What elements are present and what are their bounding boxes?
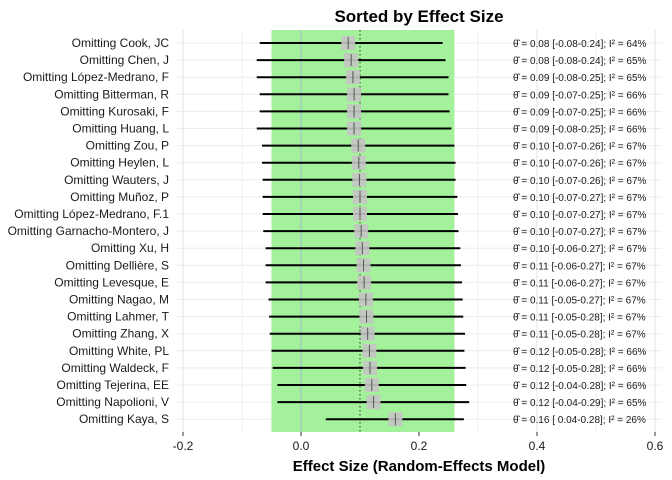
row-annotation: θ̂ = 0.12 [-0.04-0.29]; I² = 65% xyxy=(513,397,647,409)
row-label: Omitting Levesque, E xyxy=(54,275,169,289)
row-annotation: θ̂ = 0.08 [-0.08-0.24]; I² = 65% xyxy=(513,55,647,67)
study-row: Omitting Tejerina, EE θ̂ = 0.12 [-0.04-0.… xyxy=(57,378,647,392)
row-annotation: θ̂ = 0.12 [-0.05-0.28]; I² = 66% xyxy=(513,346,647,358)
study-row: Omitting Kaya, S θ̂ = 0.16 [ 0.04-0.28]; … xyxy=(79,412,646,427)
row-label: Omitting Garnacho-Montero, J xyxy=(8,224,169,238)
row-label: Omitting Nagao, M xyxy=(69,293,169,307)
row-label: Omitting Zhang, X xyxy=(72,327,169,341)
x-tick-label: 0.2 xyxy=(411,439,428,453)
x-tick-label: 0.6 xyxy=(647,439,664,453)
row-label: Omitting Tejerina, EE xyxy=(57,378,170,392)
study-row: Omitting Wauters, J θ̂ = 0.10 [-0.07-0.26… xyxy=(64,172,647,187)
row-annotation: θ̂ = 0.08 [-0.08-0.24]; I² = 64% xyxy=(513,38,647,50)
row-annotation: θ̂ = 0.16 [ 0.04-0.28]; I² = 26% xyxy=(513,414,646,426)
study-row: Omitting Levesque, E θ̂ = 0.11 [-0.06-0.2… xyxy=(54,275,646,290)
row-annotation: θ̂ = 0.11 [-0.05-0.27]; I² = 67% xyxy=(513,295,646,307)
study-row: Omitting Kurosaki, F θ̂ = 0.09 [-0.07-0.2… xyxy=(60,104,647,119)
row-label: Omitting Napolioni, V xyxy=(56,395,169,409)
study-row: Omitting López-Medrano, F.1 θ̂ = 0.10 [-0… xyxy=(14,207,647,221)
row-annotation: θ̂ = 0.12 [-0.05-0.28]; I² = 66% xyxy=(513,363,647,375)
row-annotation: θ̂ = 0.10 [-0.06-0.27]; I² = 67% xyxy=(513,243,647,255)
row-annotation: θ̂ = 0.09 [-0.07-0.25]; I² = 66% xyxy=(513,106,647,118)
row-label: Omitting Cook, JC xyxy=(72,36,170,50)
row-annotation: θ̂ = 0.12 [-0.04-0.28]; I² = 66% xyxy=(513,380,647,392)
study-row: Omitting Zou, P θ̂ = 0.10 [-0.07-0.26]; I… xyxy=(86,138,647,153)
row-label: Omitting Xu, H xyxy=(91,241,169,255)
row-annotation: θ̂ = 0.10 [-0.07-0.26]; I² = 67% xyxy=(513,175,647,187)
row-annotation: θ̂ = 0.09 [-0.08-0.25]; I² = 66% xyxy=(513,124,647,136)
x-tick-label: 0.0 xyxy=(293,439,310,453)
row-annotation: θ̂ = 0.11 [-0.06-0.27]; I² = 67% xyxy=(513,260,646,272)
study-row: Omitting Lahmer, T θ̂ = 0.11 [-0.05-0.28]… xyxy=(67,309,646,324)
study-row: Omitting Nagao, M θ̂ = 0.11 [-0.05-0.27];… xyxy=(69,292,646,307)
study-row: Omitting López-Medrano, F θ̂ = 0.09 [-0.0… xyxy=(23,70,647,85)
row-label: Omitting Lahmer, T xyxy=(67,310,169,324)
study-row: Omitting Xu, H θ̂ = 0.10 [-0.06-0.27]; I²… xyxy=(91,241,647,256)
row-annotation: θ̂ = 0.11 [-0.05-0.28]; I² = 67% xyxy=(513,312,646,324)
row-label: Omitting López-Medrano, F xyxy=(23,70,169,84)
row-label: Omitting Kurosaki, F xyxy=(60,104,169,118)
study-row: Omitting Bitterman, R θ̂ = 0.09 [-0.07-0.… xyxy=(54,87,647,102)
row-annotation: θ̂ = 0.09 [-0.08-0.25]; I² = 65% xyxy=(513,72,647,84)
row-label: Omitting Wauters, J xyxy=(64,173,169,187)
row-label: Omitting Chen, J xyxy=(80,53,169,67)
row-label: Omitting Zou, P xyxy=(86,139,169,153)
row-annotation: θ̂ = 0.11 [-0.05-0.28]; I² = 67% xyxy=(513,329,646,341)
row-label: Omitting White, PL xyxy=(69,344,169,358)
row-label: Omitting Muñoz, P xyxy=(70,190,169,204)
row-annotation: θ̂ = 0.10 [-0.07-0.27]; I² = 67% xyxy=(513,226,647,238)
row-label: Omitting Dellière, S xyxy=(66,258,169,272)
study-row: Omitting Huang, L θ̂ = 0.09 [-0.08-0.25];… xyxy=(72,121,647,136)
study-row: Omitting Heylen, L θ̂ = 0.10 [-0.07-0.26]… xyxy=(70,155,647,170)
study-row: Omitting Chen, J θ̂ = 0.08 [-0.08-0.24]; … xyxy=(80,53,647,68)
study-rows: Omitting Cook, JC θ̂ = 0.08 [-0.08-0.24];… xyxy=(8,36,647,427)
study-row: Omitting Waldeck, F θ̂ = 0.12 [-0.05-0.28… xyxy=(61,360,647,375)
chart-title: Sorted by Effect Size xyxy=(334,7,503,26)
study-row: Omitting Cook, JC θ̂ = 0.08 [-0.08-0.24];… xyxy=(72,36,647,50)
x-axis-label: Effect Size (Random-Effects Model) xyxy=(293,458,546,475)
row-label: Omitting Heylen, L xyxy=(70,156,169,170)
row-label: Omitting Bitterman, R xyxy=(54,87,169,101)
x-axis: -0.2 0.0 0.2 0.4 0.6 xyxy=(173,432,664,453)
study-row: Omitting Muñoz, P θ̂ = 0.10 [-0.07-0.27];… xyxy=(70,189,647,204)
row-label: Omitting López-Medrano, F.1 xyxy=(14,207,169,221)
study-row: Omitting Garnacho-Montero, J θ̂ = 0.10 [-… xyxy=(8,224,647,239)
row-label: Omitting Kaya, S xyxy=(79,412,169,426)
row-annotation: θ̂ = 0.10 [-0.07-0.27]; I² = 67% xyxy=(513,192,647,204)
row-label: Omitting Waldeck, F xyxy=(61,361,169,375)
x-tick-label: 0.4 xyxy=(529,439,546,453)
row-annotation: θ̂ = 0.10 [-0.07-0.26]; I² = 67% xyxy=(513,141,647,153)
study-row: Omitting Napolioni, V θ̂ = 0.12 [-0.04-0.… xyxy=(56,395,647,410)
x-tick-label: -0.2 xyxy=(173,439,194,453)
study-row: Omitting Zhang, X θ̂ = 0.11 [-0.05-0.28];… xyxy=(72,326,646,341)
row-annotation: θ̂ = 0.11 [-0.06-0.27]; I² = 67% xyxy=(513,277,646,289)
row-annotation: θ̂ = 0.09 [-0.07-0.25]; I² = 66% xyxy=(513,89,647,101)
row-annotation: θ̂ = 0.10 [-0.07-0.26]; I² = 67% xyxy=(513,158,647,170)
row-annotation: θ̂ = 0.10 [-0.07-0.27]; I² = 67% xyxy=(513,209,647,221)
study-row: Omitting Dellière, S θ̂ = 0.11 [-0.06-0.2… xyxy=(66,258,646,273)
row-label: Omitting Huang, L xyxy=(72,122,169,136)
study-row: Omitting White, PL θ̂ = 0.12 [-0.05-0.28]… xyxy=(69,343,647,358)
